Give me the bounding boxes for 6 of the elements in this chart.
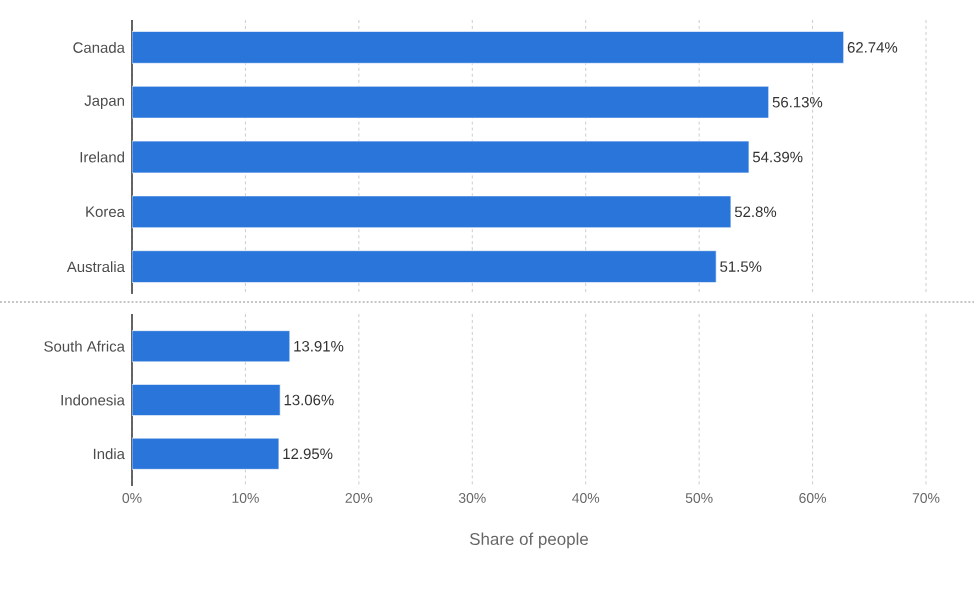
- bar: [132, 140, 750, 174]
- bar: [132, 31, 844, 64]
- x-axis-title: Share of people: [469, 532, 588, 549]
- bar: [132, 250, 717, 283]
- bar: [132, 195, 732, 228]
- bar: [132, 86, 769, 119]
